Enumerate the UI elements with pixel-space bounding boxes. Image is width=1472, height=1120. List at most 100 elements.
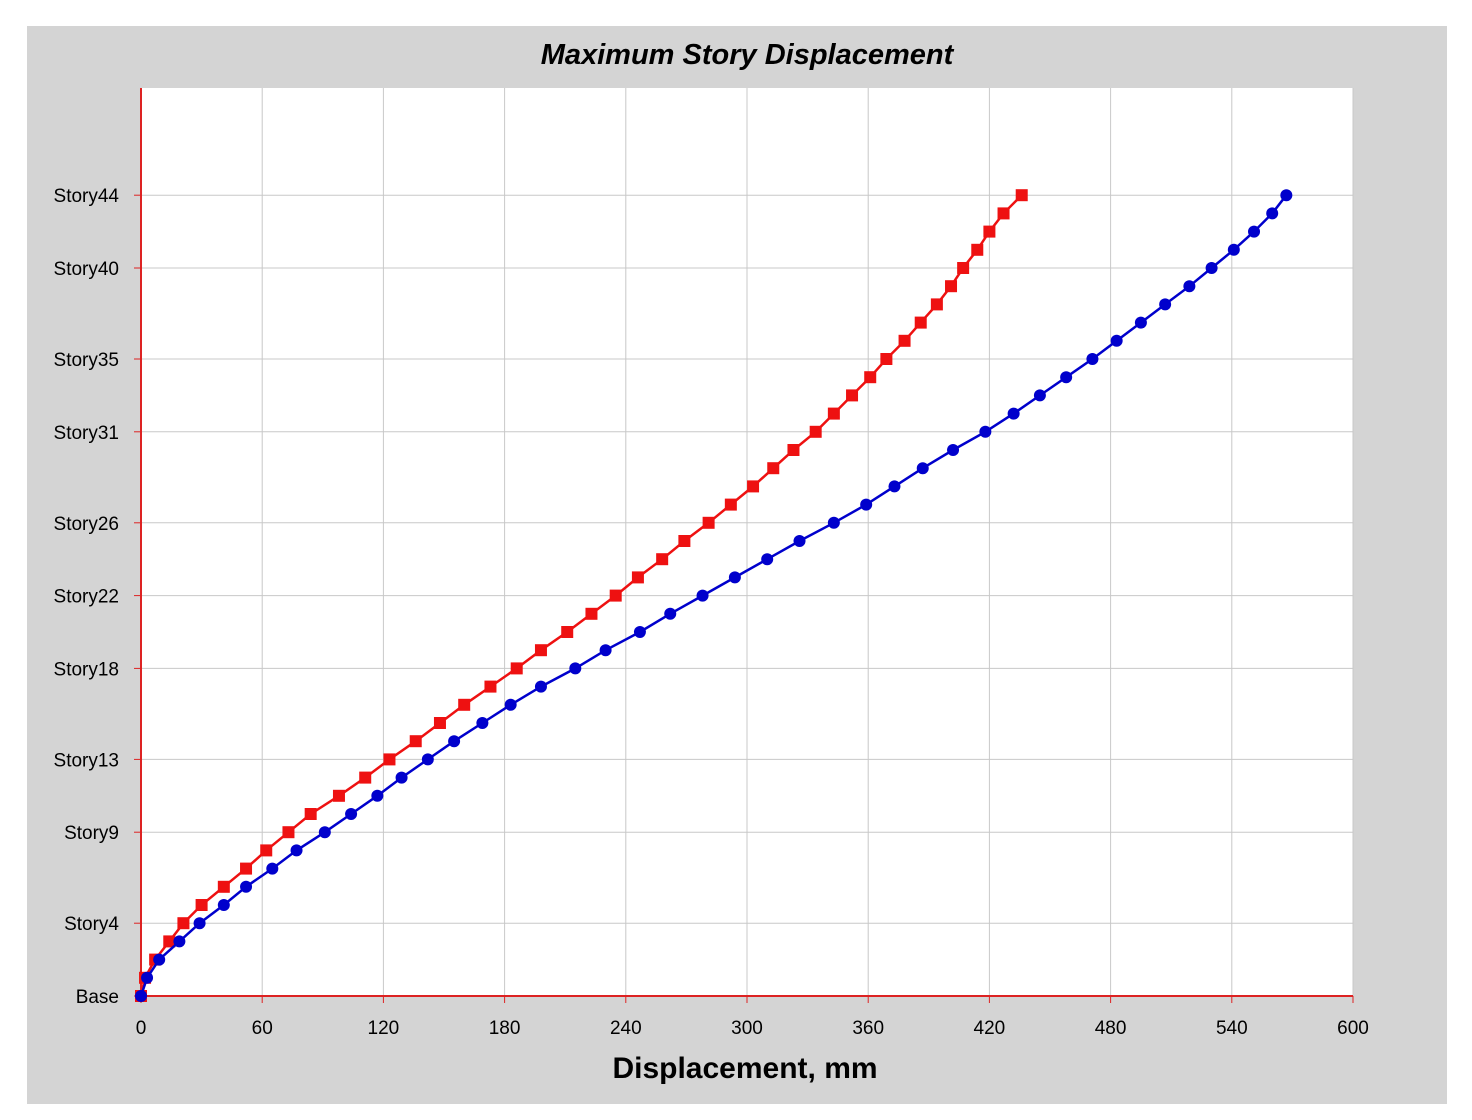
data-point-square xyxy=(510,662,523,675)
data-point-square xyxy=(983,225,996,238)
y-tick-label: Story35 xyxy=(54,350,119,371)
data-point-circle xyxy=(504,698,517,711)
data-point-circle xyxy=(345,808,358,820)
data-point-square xyxy=(383,753,396,766)
y-tick-label: Story40 xyxy=(54,259,119,280)
data-point-circle xyxy=(1060,371,1073,384)
data-point-square xyxy=(914,316,927,329)
data-point-circle xyxy=(728,571,741,584)
data-point-square xyxy=(864,371,877,384)
data-point-square xyxy=(957,262,970,274)
data-point-square xyxy=(585,607,598,620)
x-tick-label: 420 xyxy=(974,1018,1006,1039)
data-point-circle xyxy=(793,535,806,547)
data-point-square xyxy=(702,516,715,529)
y-tick-label: Story22 xyxy=(54,587,119,608)
data-point-circle xyxy=(476,717,489,729)
data-point-square xyxy=(827,407,840,420)
data-point-square xyxy=(930,298,943,311)
x-tick-label: 300 xyxy=(731,1018,763,1039)
data-point-square xyxy=(240,862,253,875)
x-tick-label: 360 xyxy=(852,1018,884,1039)
data-point-square xyxy=(747,480,760,493)
data-point-circle xyxy=(1086,353,1099,365)
data-point-circle xyxy=(1033,389,1046,402)
data-point-circle xyxy=(318,826,331,839)
data-point-square xyxy=(609,589,622,602)
data-point-square xyxy=(409,735,422,748)
data-point-square xyxy=(997,207,1010,220)
y-tick-label: Story4 xyxy=(64,914,119,935)
y-tick-label: Story26 xyxy=(54,514,119,535)
data-point-circle xyxy=(421,753,434,766)
x-axis-label: Displacement, mm xyxy=(612,1052,877,1085)
data-point-square xyxy=(724,498,737,511)
axis-layer xyxy=(134,88,1354,1003)
x-tick-label: 60 xyxy=(252,1018,273,1039)
data-point-square xyxy=(217,880,230,893)
data-point-square xyxy=(809,425,822,438)
data-point-square xyxy=(787,444,800,456)
data-point-square xyxy=(304,808,317,820)
y-tick-label: Story31 xyxy=(54,423,119,444)
data-point-square xyxy=(971,243,984,256)
data-point-square xyxy=(260,844,273,857)
data-point-circle xyxy=(153,953,166,966)
data-point-circle xyxy=(141,971,154,984)
story-displacement-chart: 0 60 120 180 240 300 360 420 480 540 600 Base Story4… xyxy=(54,39,1369,1085)
data-point-square xyxy=(433,717,446,729)
data-point-circle xyxy=(916,462,929,475)
data-point-circle xyxy=(1205,262,1218,274)
data-point-square xyxy=(561,626,574,638)
y-tick-label: Story9 xyxy=(64,823,119,844)
data-point-square xyxy=(332,789,345,802)
y-tick-label: Story44 xyxy=(54,186,120,207)
data-point-circle xyxy=(1159,298,1172,311)
data-point-circle xyxy=(1227,243,1240,256)
x-tick-label: 240 xyxy=(610,1018,642,1039)
grid-layer xyxy=(141,88,1354,996)
x-tick-label: 480 xyxy=(1095,1018,1127,1039)
data-point-square xyxy=(458,698,471,711)
data-point-square xyxy=(282,826,295,839)
data-point-circle xyxy=(947,444,960,456)
data-point-circle xyxy=(448,735,461,748)
data-point-circle xyxy=(395,771,408,784)
data-point-square xyxy=(945,280,958,293)
data-point-circle xyxy=(827,516,840,529)
data-point-circle xyxy=(1134,316,1147,329)
data-point-circle xyxy=(569,662,582,675)
y-tick-label: Base xyxy=(76,987,119,1008)
data-point-circle xyxy=(217,899,230,911)
data-point-square xyxy=(898,334,911,347)
data-point-circle xyxy=(534,680,547,693)
data-point-square xyxy=(359,771,372,784)
data-point-square xyxy=(163,935,176,948)
data-point-circle xyxy=(1248,225,1261,238)
data-point-square xyxy=(880,353,893,365)
data-point-circle xyxy=(1110,334,1123,347)
data-point-circle xyxy=(1183,280,1196,293)
data-point-square xyxy=(631,571,644,584)
data-point-square xyxy=(195,899,208,911)
data-point-circle xyxy=(979,425,992,438)
y-tick-label: Story13 xyxy=(54,750,119,771)
data-point-circle xyxy=(761,553,774,566)
data-point-circle xyxy=(371,789,384,802)
data-point-square xyxy=(534,644,547,657)
data-point-circle xyxy=(135,990,147,1002)
x-tick-label: 0 xyxy=(136,1018,147,1039)
x-tick-label: 540 xyxy=(1216,1018,1248,1039)
x-tick-label: 600 xyxy=(1337,1018,1369,1039)
y-tick-label: Story18 xyxy=(54,659,119,680)
data-point-square xyxy=(767,462,780,475)
data-point-square xyxy=(484,680,497,693)
data-point-circle xyxy=(599,644,612,657)
data-point-circle xyxy=(193,917,206,930)
data-point-circle xyxy=(290,844,303,857)
data-point-circle xyxy=(888,480,901,493)
data-point-circle xyxy=(240,880,253,893)
data-point-circle xyxy=(633,626,646,638)
data-point-square xyxy=(656,553,669,566)
chart-panel: 0 60 120 180 240 300 360 420 480 540 600 Base Story4… xyxy=(27,26,1447,1104)
